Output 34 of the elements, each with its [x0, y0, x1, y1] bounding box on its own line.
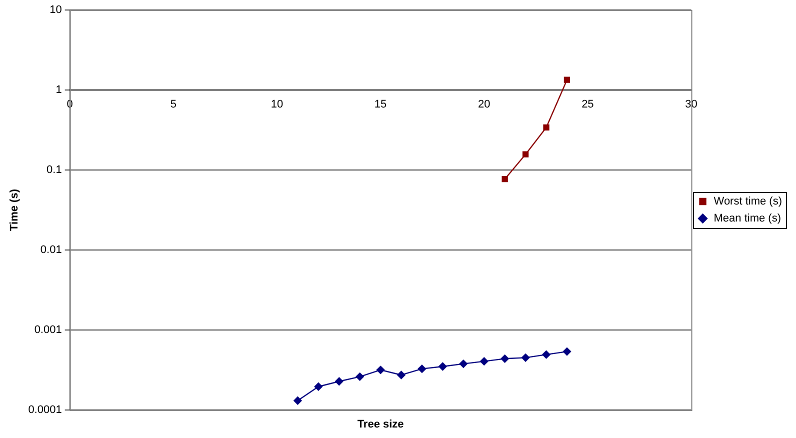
point [335, 377, 344, 386]
x-tick-label: 10 [270, 98, 284, 111]
y-tick-label: 0.001 [34, 324, 62, 336]
point [314, 382, 323, 391]
point [397, 370, 406, 380]
point [438, 362, 447, 371]
y-tick-label: 1 [56, 84, 62, 96]
x-axis-title: Tree size [357, 418, 404, 431]
point [562, 347, 572, 356]
point [294, 396, 302, 405]
y-axis-title: Time (s) [8, 188, 21, 231]
x-tick-label: 15 [374, 98, 387, 111]
point [500, 354, 509, 363]
point [480, 357, 488, 366]
x-tick-label: 30 [685, 98, 698, 111]
y-tick-label: 0.0001 [28, 404, 62, 416]
x-tick-label: 20 [478, 98, 490, 111]
point [418, 364, 426, 373]
point [356, 372, 364, 381]
legend-label: Worst time (s) [714, 196, 782, 208]
y-tick-label: 0.1 [46, 164, 62, 176]
point [502, 176, 508, 182]
point [376, 366, 385, 374]
point [522, 151, 529, 158]
point [521, 354, 530, 362]
point [543, 124, 550, 131]
point [564, 76, 570, 83]
legend-label: Mean time (s) [714, 212, 782, 225]
y-tick-label: 10 [50, 4, 62, 16]
x-tick-label: 25 [582, 98, 594, 111]
point [459, 360, 468, 368]
x-tick-label: 5 [170, 98, 176, 111]
y-tick-label: 0.01 [40, 244, 62, 256]
point [542, 350, 550, 359]
